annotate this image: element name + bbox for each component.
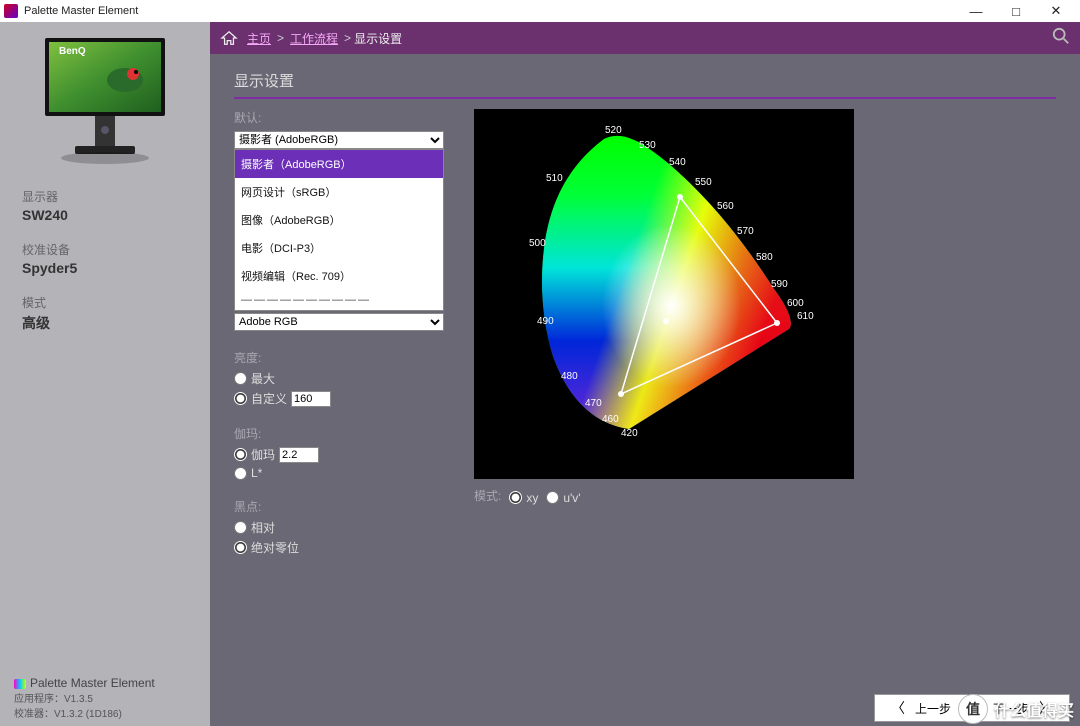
search-icon[interactable]: [1052, 27, 1070, 50]
sidebar-monitor-label: 显示器: [22, 188, 188, 205]
diagram-mode-uv-radio[interactable]: [546, 491, 559, 504]
gamma-label: 伽玛:: [234, 425, 454, 442]
svg-text:500: 500: [529, 238, 546, 249]
diagram-mode-label: 模式:: [474, 487, 501, 504]
chromaticity-diagram: 520 530 540 550 560 570 580 590 600 610 510 500 490 4…: [474, 109, 854, 479]
preset-option[interactable]: 网页设计（sRGB）: [235, 178, 443, 206]
brightness-custom-radio[interactable]: [234, 392, 247, 405]
watermark-badge: 值 什么值得买: [958, 694, 1074, 724]
blackpoint-abs-label: 绝对零位: [251, 539, 299, 556]
blackpoint-rel-radio[interactable]: [234, 521, 247, 534]
preset-option[interactable]: 摄影者（AdobeRGB）: [235, 150, 443, 178]
prev-button[interactable]: 〈 上一步: [874, 694, 968, 722]
colorspace-select[interactable]: Adobe RGB: [234, 313, 444, 331]
gamma-gamma-row[interactable]: 伽玛: [234, 446, 454, 463]
preset-label: 默认:: [234, 109, 454, 126]
svg-text:530: 530: [639, 140, 656, 151]
window-title: Palette Master Element: [24, 5, 138, 17]
brightness-custom-input[interactable]: [291, 391, 331, 407]
sidebar-device-value: Spyder5: [22, 260, 188, 276]
gamma-gamma-radio[interactable]: [234, 448, 247, 461]
watermark-badge-text: 什么值得买: [994, 697, 1074, 721]
window-close-button[interactable]: ✕: [1036, 0, 1076, 22]
gamma-lstar-row[interactable]: L*: [234, 466, 454, 480]
svg-text:490: 490: [537, 316, 554, 327]
svg-text:590: 590: [771, 279, 788, 290]
brightness-max-row[interactable]: 最大: [234, 370, 454, 387]
preset-option[interactable]: 视频编辑（Rec. 709）: [235, 262, 443, 290]
sidebar-monitor-value: SW240: [22, 207, 188, 223]
brightness-label: 亮度:: [234, 349, 454, 366]
blackpoint-abs-radio[interactable]: [234, 541, 247, 554]
svg-text:540: 540: [669, 157, 686, 168]
gamma-gamma-label: 伽玛: [251, 446, 275, 463]
svg-text:550: 550: [695, 177, 712, 188]
sidebar-mode-label: 模式: [22, 294, 188, 311]
chevron-left-icon: 〈: [891, 698, 905, 718]
window-maximize-button[interactable]: □: [996, 0, 1036, 22]
svg-text:600: 600: [787, 298, 804, 309]
preset-option[interactable]: 电影（DCI-P3）: [235, 234, 443, 262]
gamma-value-input[interactable]: [279, 447, 319, 463]
footer-info: Palette Master Element 应用程序：V1.3.5 校准器：V…: [14, 676, 155, 720]
breadcrumb-bar: 主页 > 工作流程 > 显示设置: [210, 22, 1080, 54]
app-icon: [4, 4, 18, 18]
svg-text:510: 510: [546, 173, 563, 184]
svg-text:560: 560: [717, 201, 734, 212]
sidebar: BenQ 显示器 SW240 校准设备 Spyder5 模式 高级 Palett…: [0, 22, 210, 726]
gamma-lstar-label: L*: [251, 466, 262, 480]
page-title: 显示设置: [234, 70, 1056, 99]
preset-select[interactable]: 摄影者 (AdobeRGB): [234, 131, 444, 149]
svg-text:BenQ: BenQ: [59, 46, 86, 57]
blackpoint-rel-row[interactable]: 相对: [234, 519, 454, 536]
diagram-mode-xy-label: xy: [526, 491, 538, 505]
brightness-custom-row[interactable]: 自定义: [234, 390, 454, 407]
diagram-mode-xy-radio[interactable]: [509, 491, 522, 504]
breadcrumb-current: 显示设置: [354, 30, 402, 47]
preset-dropdown-list[interactable]: 摄影者（AdobeRGB）网页设计（sRGB）图像（AdobeRGB）电影（DC…: [234, 149, 444, 311]
window-minimize-button[interactable]: ―: [956, 0, 996, 22]
footer-cal-version: 校准器：V1.3.2 (1D186): [14, 705, 155, 720]
gamma-lstar-radio[interactable]: [234, 467, 247, 480]
window-titlebar: Palette Master Element ― □ ✕: [0, 0, 1080, 22]
blackpoint-abs-row[interactable]: 绝对零位: [234, 539, 454, 556]
svg-text:580: 580: [756, 252, 773, 263]
watermark-badge-icon: 值: [958, 694, 988, 724]
brightness-max-radio[interactable]: [234, 372, 247, 385]
diagram-mode-uv-row[interactable]: u'v': [546, 491, 580, 505]
svg-text:610: 610: [797, 311, 814, 322]
svg-text:570: 570: [737, 226, 754, 237]
sidebar-mode-value: 高级: [22, 313, 188, 333]
blackpoint-rel-label: 相对: [251, 519, 275, 536]
breadcrumb-sep-2: >: [344, 31, 351, 45]
svg-text:470: 470: [585, 398, 602, 409]
svg-text:420: 420: [621, 428, 638, 439]
home-icon[interactable]: [220, 30, 238, 46]
prev-button-label: 上一步: [915, 700, 951, 717]
preset-option[interactable]: 图像（AdobeRGB）: [235, 206, 443, 234]
sidebar-device-label: 校准设备: [22, 241, 188, 258]
blackpoint-label: 黑点:: [234, 498, 454, 515]
svg-text:460: 460: [602, 414, 619, 425]
svg-text:520: 520: [605, 125, 622, 136]
breadcrumb-workflow[interactable]: 工作流程: [290, 30, 338, 47]
brightness-max-label: 最大: [251, 370, 275, 387]
breadcrumb-home[interactable]: 主页: [247, 30, 271, 47]
preset-divider: ——————————: [235, 290, 443, 310]
diagram-mode-xy-row[interactable]: xy: [509, 491, 538, 505]
footer-app-version: 应用程序：V1.3.5: [14, 690, 155, 705]
monitor-image: BenQ: [25, 30, 185, 170]
brightness-custom-label: 自定义: [251, 390, 287, 407]
pm-icon: [14, 679, 26, 689]
footer-app-name: Palette Master Element: [30, 676, 155, 690]
diagram-mode-uv-label: u'v': [563, 491, 580, 505]
breadcrumb-sep-1: >: [277, 31, 284, 45]
svg-text:480: 480: [561, 371, 578, 382]
